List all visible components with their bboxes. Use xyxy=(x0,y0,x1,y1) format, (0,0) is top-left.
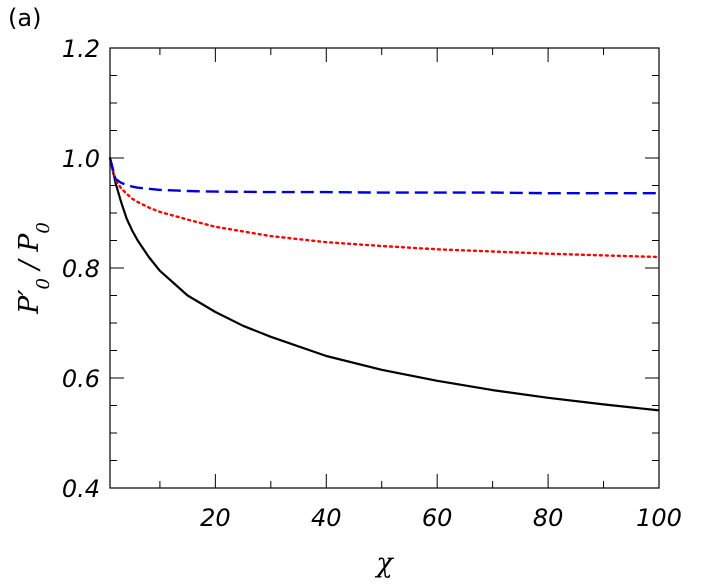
x-axis-title: χ xyxy=(374,548,394,579)
y-tick-label: 0.4 xyxy=(62,475,100,503)
x-tick-label: 80 xyxy=(533,504,564,532)
x-tick-label: 100 xyxy=(636,504,682,532)
y-tick-label: 0.6 xyxy=(62,365,100,393)
ticks-layer: 0.4 0.6 0.8 1.0 1.2 20 40 60 80 100 xyxy=(62,35,682,532)
plot-frame xyxy=(109,47,660,489)
panel-label: (a) xyxy=(8,4,41,32)
x-tick-label: 20 xyxy=(200,504,231,532)
y-title-denominator-sub: 0 xyxy=(33,222,54,233)
y-title-numerator: P′ xyxy=(14,290,45,315)
y-axis-title: P′0 / P0 xyxy=(14,222,54,315)
series-line-dashed xyxy=(108,157,659,195)
series-layer xyxy=(108,156,661,412)
y-tick-label: 1.0 xyxy=(62,145,100,173)
y-tick-label: 1.2 xyxy=(62,35,100,63)
x-tick-label: 40 xyxy=(311,504,342,532)
y-tick-label: 0.8 xyxy=(62,255,100,283)
y-title-denominator: / P xyxy=(14,233,45,278)
series-line-dotted xyxy=(108,156,661,259)
x-tick-label: 60 xyxy=(422,504,453,532)
series-line-solid xyxy=(108,157,660,412)
y-title-numerator-sub: 0 xyxy=(33,278,54,289)
